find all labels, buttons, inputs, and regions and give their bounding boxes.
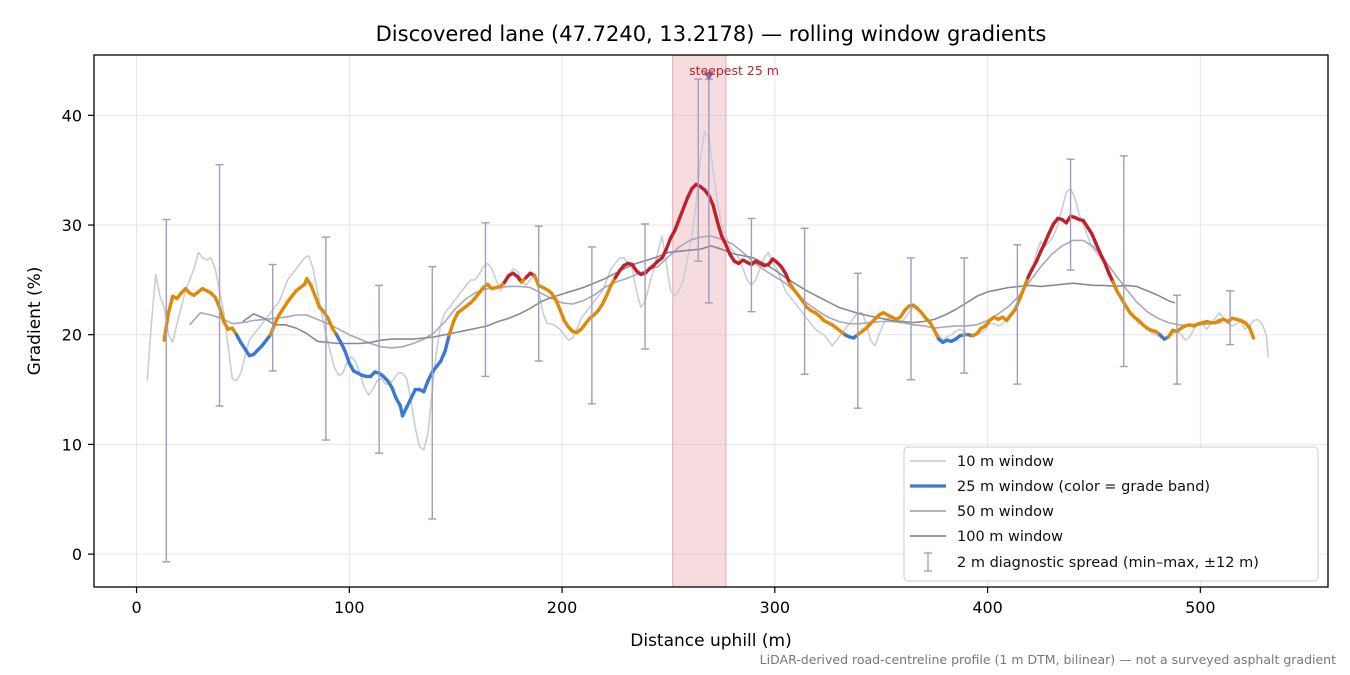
y-tick-label: 30 — [62, 216, 82, 235]
series-25m-segment — [707, 193, 715, 207]
legend-label-50m: 50 m window — [957, 504, 1054, 520]
series-25m-segment — [677, 206, 686, 222]
series-25m-segment — [1043, 230, 1051, 245]
series-25m-segment — [664, 236, 673, 251]
error-bar — [1226, 290, 1235, 346]
legend: 10 m window 25 m window (color = grade b… — [903, 446, 1319, 582]
error-bar — [428, 266, 437, 520]
series-25m-segment — [1094, 241, 1103, 256]
series-25m-segment — [439, 349, 447, 363]
x-axis-label: Distance uphill (m) — [630, 631, 791, 651]
series-25m-segment — [711, 203, 720, 224]
series-25m-segment — [1090, 232, 1098, 246]
series-25m-segment — [326, 316, 334, 330]
series-25m-segment — [605, 283, 613, 297]
y-axis-label: Gradient (%) — [25, 267, 45, 376]
error-bar — [268, 263, 277, 372]
peak-marker-triangle — [703, 71, 714, 81]
series-25m-segment — [1111, 280, 1120, 294]
series-25m-segment — [213, 295, 222, 309]
chart-caption: LiDAR-derived road-centreline profile (1… — [760, 652, 1336, 667]
error-bar — [800, 227, 809, 375]
error-bar — [1066, 158, 1075, 271]
series-25m-segment — [724, 243, 732, 257]
y-tick-label: 10 — [62, 435, 82, 454]
error-bar — [853, 272, 862, 409]
steepest-annotation: steepest 25 m — [689, 63, 779, 78]
series-25m-segment — [553, 297, 562, 312]
error-bar — [481, 222, 490, 378]
series-25m-segment — [443, 333, 452, 353]
x-tick-label: 500 — [1185, 598, 1216, 617]
legend-label-10m: 10 m window — [957, 454, 1054, 470]
error-bar — [960, 257, 969, 374]
x-tick-label: 200 — [547, 598, 578, 617]
series-25m-segment — [390, 385, 398, 401]
x-tick-label: 0 — [131, 598, 141, 617]
axis-ticks: 0 100 200 300 400 500 0 10 20 30 40 — [62, 106, 1216, 617]
plot-frame — [93, 54, 1329, 588]
error-bar — [587, 246, 596, 405]
legend-label-100m: 100 m window — [957, 529, 1063, 545]
y-tick-label: 40 — [62, 106, 82, 125]
error-bar — [375, 284, 384, 454]
series-25m-segment — [309, 283, 317, 299]
series-25m-segment — [422, 379, 430, 394]
error-bar — [1013, 244, 1022, 385]
error-bar — [215, 163, 224, 407]
y-tick-label: 20 — [62, 326, 82, 345]
error-bars — [162, 78, 1235, 563]
steepest-window-band — [672, 55, 727, 587]
series-25m-segment — [1017, 286, 1026, 302]
series-25m-segment — [532, 273, 541, 288]
legend-box — [903, 446, 1319, 582]
error-bar — [1172, 294, 1181, 385]
series-25m-segment — [217, 305, 226, 324]
y-tick-label: 0 — [72, 545, 82, 564]
x-tick-label: 400 — [972, 598, 1003, 617]
series-25m-segment — [1247, 325, 1256, 340]
series-25m-segment — [343, 349, 352, 365]
series-25m-segment — [313, 294, 322, 309]
error-bar — [321, 236, 330, 441]
series-25m-segment — [715, 220, 724, 238]
series-25m-segment — [447, 319, 456, 337]
legend-label-errorbar: 2 m diagnostic spread (min–max, ±12 m) — [957, 555, 1259, 571]
x-tick-label: 100 — [334, 598, 365, 617]
series-25m-segment — [783, 271, 792, 285]
error-bar — [747, 217, 756, 313]
error-bar — [694, 78, 703, 262]
series-25m-segment — [681, 195, 690, 211]
peak-marker — [703, 71, 714, 81]
series-25m-segment — [1034, 249, 1043, 263]
error-bar — [641, 223, 650, 350]
chart-title: Discovered lane (47.7240, 13.2178) — rol… — [376, 22, 1047, 46]
error-bar — [534, 225, 543, 362]
series-25m-segment — [558, 307, 566, 323]
series-25m-segment — [1022, 275, 1030, 291]
series-25m-segment — [1102, 260, 1111, 275]
legend-label-25m: 25 m window (color = grade band) — [957, 479, 1210, 495]
error-bar — [1119, 155, 1128, 368]
series-25m-segment — [166, 294, 175, 315]
series-25m-segment — [673, 217, 681, 233]
series-lines — [146, 131, 1270, 451]
series-50m-line — [189, 235, 1222, 349]
x-tick-label: 300 — [760, 598, 791, 617]
steepest-highlight — [672, 55, 727, 587]
error-bar — [162, 218, 171, 563]
legend-swatch-errorbar — [924, 552, 932, 572]
error-bar — [906, 257, 915, 381]
